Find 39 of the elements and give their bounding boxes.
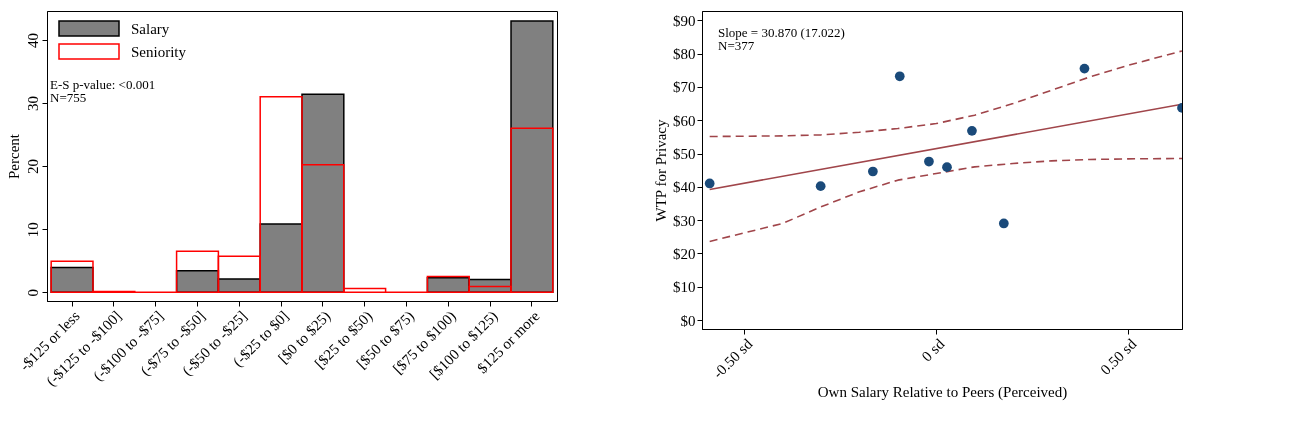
point xyxy=(1079,63,1090,74)
bar xyxy=(301,93,345,293)
annotation: Slope = 30.870 (17.022) xyxy=(718,25,845,40)
point xyxy=(894,71,905,82)
point xyxy=(942,162,952,173)
y-tick-label: 0 xyxy=(24,288,41,297)
line-series xyxy=(708,157,1182,243)
y-tick-label: $50 xyxy=(673,146,696,163)
y-tick-label: $60 xyxy=(673,112,696,129)
y-tick-label: $40 xyxy=(673,179,696,196)
legend-label: Seniority xyxy=(131,44,187,60)
point xyxy=(967,126,977,136)
y-tick-label: 40 xyxy=(24,33,41,48)
bar xyxy=(259,223,303,293)
x-axis-title: Own Salary Relative to Peers (Perceived) xyxy=(817,384,1068,402)
y-tick-label: 10 xyxy=(24,222,41,238)
y-tick-label: $20 xyxy=(673,245,696,262)
bar xyxy=(510,20,554,293)
annotation: E-S p-value: <0.001 xyxy=(50,77,156,92)
point xyxy=(924,156,934,167)
y-axis-title: WTP for Privacy xyxy=(653,119,669,222)
x-tick-label: -0.50 sd xyxy=(709,335,756,382)
x-tick-label: 0.50 sd xyxy=(1097,335,1140,378)
point xyxy=(998,218,1009,229)
point xyxy=(704,178,715,189)
y-tick-label: $90 xyxy=(673,12,696,29)
y-tick-label: 20 xyxy=(24,159,41,175)
x-tick-label: 0 sd xyxy=(918,335,948,365)
y-tick-label: 30 xyxy=(24,96,41,112)
y-axis-title: Percent xyxy=(5,133,22,179)
y-tick-label: $30 xyxy=(673,212,696,229)
y-tick-label: $80 xyxy=(673,46,696,63)
y-tick-label: $70 xyxy=(673,79,696,96)
line-series xyxy=(708,50,1182,138)
point xyxy=(815,181,826,192)
y-tick-label: $0 xyxy=(680,312,696,329)
legend-label: Salary xyxy=(131,21,170,37)
y-tick-label: $10 xyxy=(673,279,696,296)
point xyxy=(868,166,878,177)
